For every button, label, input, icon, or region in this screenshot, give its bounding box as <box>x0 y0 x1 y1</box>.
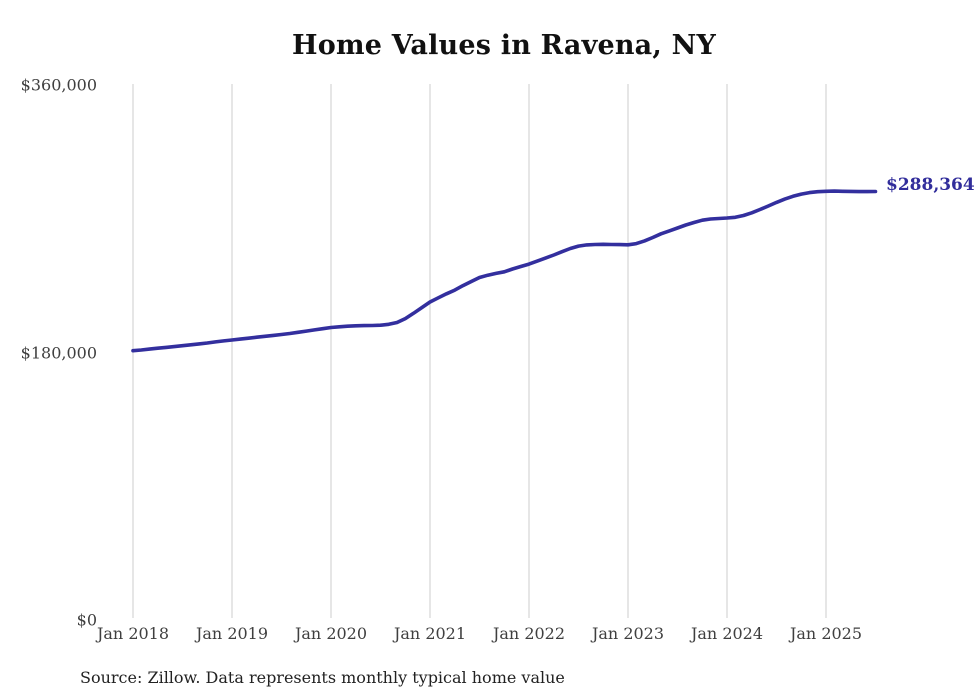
latest-value-label: $288,364 <box>886 175 975 195</box>
x-tick-label-jan-2021: Jan 2021 <box>393 624 467 643</box>
y-tick-label-360000: $360,000 <box>20 75 97 95</box>
chart-title: Home Values in Ravena, NY <box>292 30 716 61</box>
x-tick-label-jan-2024: Jan 2024 <box>690 624 764 643</box>
y-tick-label-180000: $180,000 <box>20 343 97 362</box>
x-tick-label-jan-2023: Jan 2023 <box>591 624 665 643</box>
x-tick-label-jan-2025: Jan 2025 <box>789 624 863 643</box>
x-tick-label-jan-2020: Jan 2020 <box>294 624 368 643</box>
home-value-line <box>131 189 878 353</box>
x-tick-label-jan-2019: Jan 2019 <box>195 624 269 643</box>
x-tick-label-jan-2018: Jan 2018 <box>96 624 170 643</box>
x-tick-label-jan-2022: Jan 2022 <box>492 624 566 643</box>
y-tick-label-0: $0 <box>76 610 97 630</box>
source-note: Source: Zillow. Data represents monthly … <box>80 668 565 687</box>
